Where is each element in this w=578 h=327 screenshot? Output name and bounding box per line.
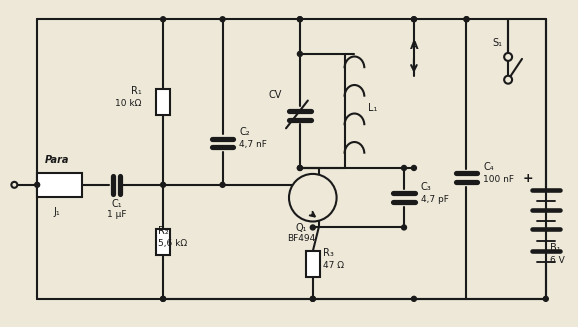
Circle shape (161, 182, 165, 187)
Text: R₂: R₂ (158, 226, 169, 236)
Circle shape (412, 165, 416, 170)
Circle shape (402, 165, 406, 170)
Text: BF494: BF494 (287, 234, 315, 243)
Circle shape (402, 225, 406, 230)
Text: Q₁: Q₁ (295, 223, 307, 233)
Text: +: + (523, 172, 533, 185)
Bar (37, 173, 81, 197)
Text: 4,7 pF: 4,7 pF (421, 195, 449, 204)
Circle shape (310, 296, 315, 301)
Circle shape (220, 17, 225, 22)
Text: 100 nF: 100 nF (483, 175, 514, 184)
Circle shape (220, 182, 225, 187)
Text: A: A (410, 41, 418, 51)
Text: C₁: C₁ (111, 198, 122, 209)
Circle shape (289, 174, 336, 221)
Text: 4,7 nF: 4,7 nF (239, 140, 267, 149)
Text: S₁: S₁ (492, 38, 502, 48)
Bar (156, 229, 170, 255)
Circle shape (298, 17, 302, 22)
Text: B₁: B₁ (550, 243, 561, 253)
Text: CV: CV (269, 90, 282, 99)
Circle shape (298, 165, 302, 170)
Text: 10 kΩ: 10 kΩ (115, 99, 141, 108)
Circle shape (464, 17, 469, 22)
Circle shape (412, 17, 416, 22)
Circle shape (412, 296, 416, 301)
Circle shape (12, 182, 17, 188)
Circle shape (298, 51, 302, 57)
Circle shape (504, 76, 512, 84)
Circle shape (35, 182, 40, 187)
Circle shape (464, 17, 469, 22)
Text: J₁: J₁ (54, 207, 60, 216)
Text: L₁: L₁ (368, 103, 377, 113)
Text: R₁: R₁ (131, 86, 141, 96)
Text: 5,6 kΩ: 5,6 kΩ (158, 239, 187, 248)
Circle shape (310, 296, 315, 301)
Circle shape (504, 53, 512, 61)
Circle shape (161, 296, 165, 301)
Circle shape (161, 17, 165, 22)
Circle shape (298, 17, 302, 22)
Circle shape (298, 165, 302, 170)
Circle shape (412, 17, 416, 22)
Bar (306, 251, 320, 277)
Text: 47 Ω: 47 Ω (323, 261, 344, 270)
Text: C₄: C₄ (483, 162, 494, 172)
Text: R₃: R₃ (323, 248, 334, 258)
Text: 1 µF: 1 µF (107, 210, 126, 218)
Circle shape (310, 225, 315, 230)
Circle shape (543, 296, 549, 301)
Text: 6 V: 6 V (550, 256, 565, 265)
Text: Para: Para (45, 155, 69, 165)
Bar (156, 89, 170, 115)
Text: C₂: C₂ (239, 127, 250, 137)
Circle shape (161, 296, 165, 301)
Text: C₃: C₃ (421, 182, 432, 192)
